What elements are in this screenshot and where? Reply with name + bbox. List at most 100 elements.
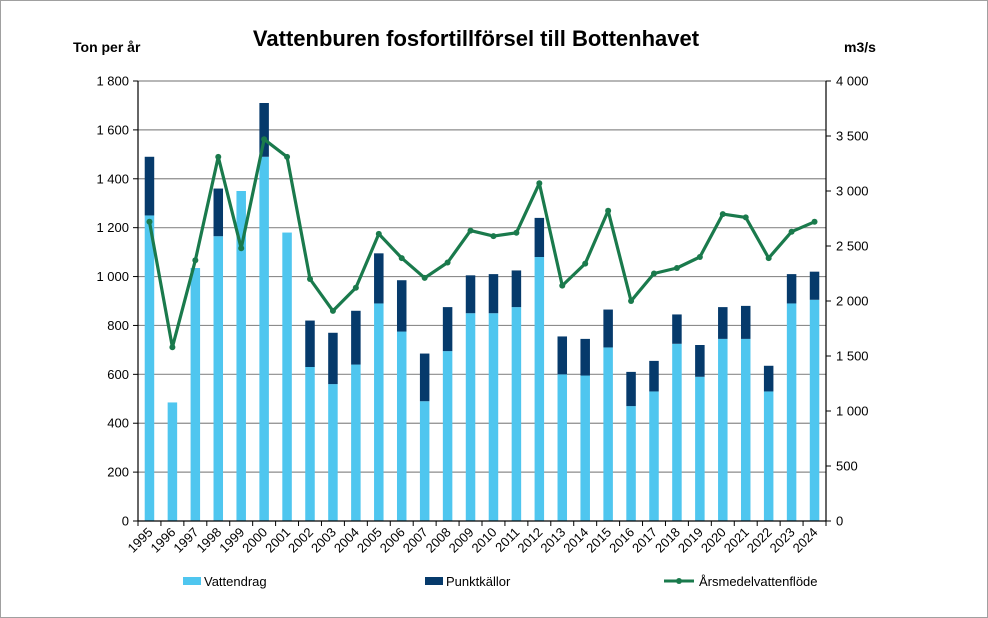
bar-vattendrag [534,257,545,521]
y-tick-label: 1 400 [96,171,129,186]
chart-title: Vattenburen fosfortillförsel till Botten… [253,26,700,51]
legend-swatch [425,577,443,585]
flow-point [765,255,772,262]
bar-punktkällor [763,365,774,392]
legend-label: Punktkällor [446,574,511,589]
x-tick-label: 2000 [239,525,270,556]
y-tick-label: 1 600 [96,122,129,137]
y-tick-label: 200 [107,465,129,480]
flow-point [696,254,703,260]
x-tick-label: 2013 [537,525,568,556]
x-tick-label: 2019 [675,525,706,556]
bar-punktkällor [213,188,224,237]
bar-punktkällor [534,217,545,257]
y2-tick-label: 4 000 [836,74,869,89]
x-tick-label: 2010 [469,525,500,556]
x-tick-label: 2005 [354,525,385,556]
bar-vattendrag [190,268,201,521]
bar-punktkällor [442,307,453,352]
y2-tick-label: 2 000 [836,294,869,309]
flow-point [238,245,245,252]
legend-marker [676,578,682,584]
bar-punktkällor [672,314,682,344]
x-tick-label: 2004 [331,525,362,556]
flow-point [811,218,818,225]
bar-punktkällor [419,353,430,402]
flow-point [307,276,313,282]
bar-vattendrag [763,391,774,521]
x-tick-label: 2007 [400,525,431,556]
bar-vattendrag [603,347,613,521]
bar-punktkällor [695,345,705,377]
flow-point [559,282,566,289]
flow-point [329,307,336,314]
x-tick-label: 2006 [377,525,408,556]
x-tick-label: 2022 [744,525,775,556]
bar-punktkällor [809,271,820,300]
flow-point [742,214,749,221]
bar-vattendrag [626,406,636,521]
y2-axis-label: m3/s [844,39,876,55]
bar-vattendrag [259,156,269,521]
bar-punktkällor [259,103,269,157]
flow-point [421,274,428,281]
bar-vattendrag [786,303,797,521]
bar-vattendrag [718,338,728,521]
bar-vattendrag [374,303,384,521]
flow-point [536,180,543,187]
x-tick-label: 2009 [446,525,477,556]
x-tick-label: 1996 [147,525,178,556]
flow-point [146,218,153,225]
bar-punktkällor [488,274,499,314]
flow-point [352,284,359,291]
bar-vattendrag [649,391,659,521]
legend-swatch [183,577,201,585]
bar-punktkällor [626,371,636,407]
y-tick-label: 600 [107,367,129,382]
flow-point [605,207,612,214]
x-tick-label: 1997 [170,525,201,556]
x-tick-label: 2021 [721,525,752,556]
x-tick-label: 2018 [652,525,683,556]
x-tick-label: 2015 [583,525,614,556]
bar-vattendrag [167,402,178,521]
y-tick-label: 800 [107,318,129,333]
bar-punktkällor [305,320,315,367]
flow-point [192,257,199,264]
bar-punktkällor [557,336,568,375]
bar-vattendrag [580,375,590,521]
y2-tick-label: 0 [836,514,843,529]
bar-punktkällor [740,305,751,339]
flow-point [673,265,680,271]
bar-punktkällor [511,270,522,308]
bar-punktkällor [649,360,659,392]
x-tick-label: 2024 [790,525,821,556]
bar-punktkällor [465,275,476,314]
y2-tick-label: 3 000 [836,184,869,199]
flow-point [215,153,222,160]
x-tick-label: 2023 [767,525,798,556]
flow-point [398,255,405,262]
x-tick-label: 2012 [514,525,545,556]
y2-tick-label: 2 500 [836,239,869,254]
x-tick-label: 1995 [125,525,156,556]
y-axis-label: Ton per år [73,39,141,55]
x-tick-label: 1998 [193,525,224,556]
x-tick-label: 2008 [423,525,454,556]
bar-vattendrag [305,367,315,521]
y2-tick-label: 1 500 [836,349,869,364]
x-tick-label: 2017 [629,525,660,556]
bar-vattendrag [557,374,568,521]
y-tick-label: 1 800 [96,74,129,89]
flow-point [513,229,520,236]
bar-vattendrag [396,331,407,521]
bar-punktkällor [786,274,797,304]
flow-point [628,298,635,304]
y-tick-label: 1 200 [96,220,129,235]
bar-punktkällor [351,310,361,365]
y-tick-label: 1 000 [96,269,129,284]
x-tick-label: 2020 [698,525,729,556]
bar-punktkällor [718,307,728,339]
bar-vattendrag [809,299,820,521]
